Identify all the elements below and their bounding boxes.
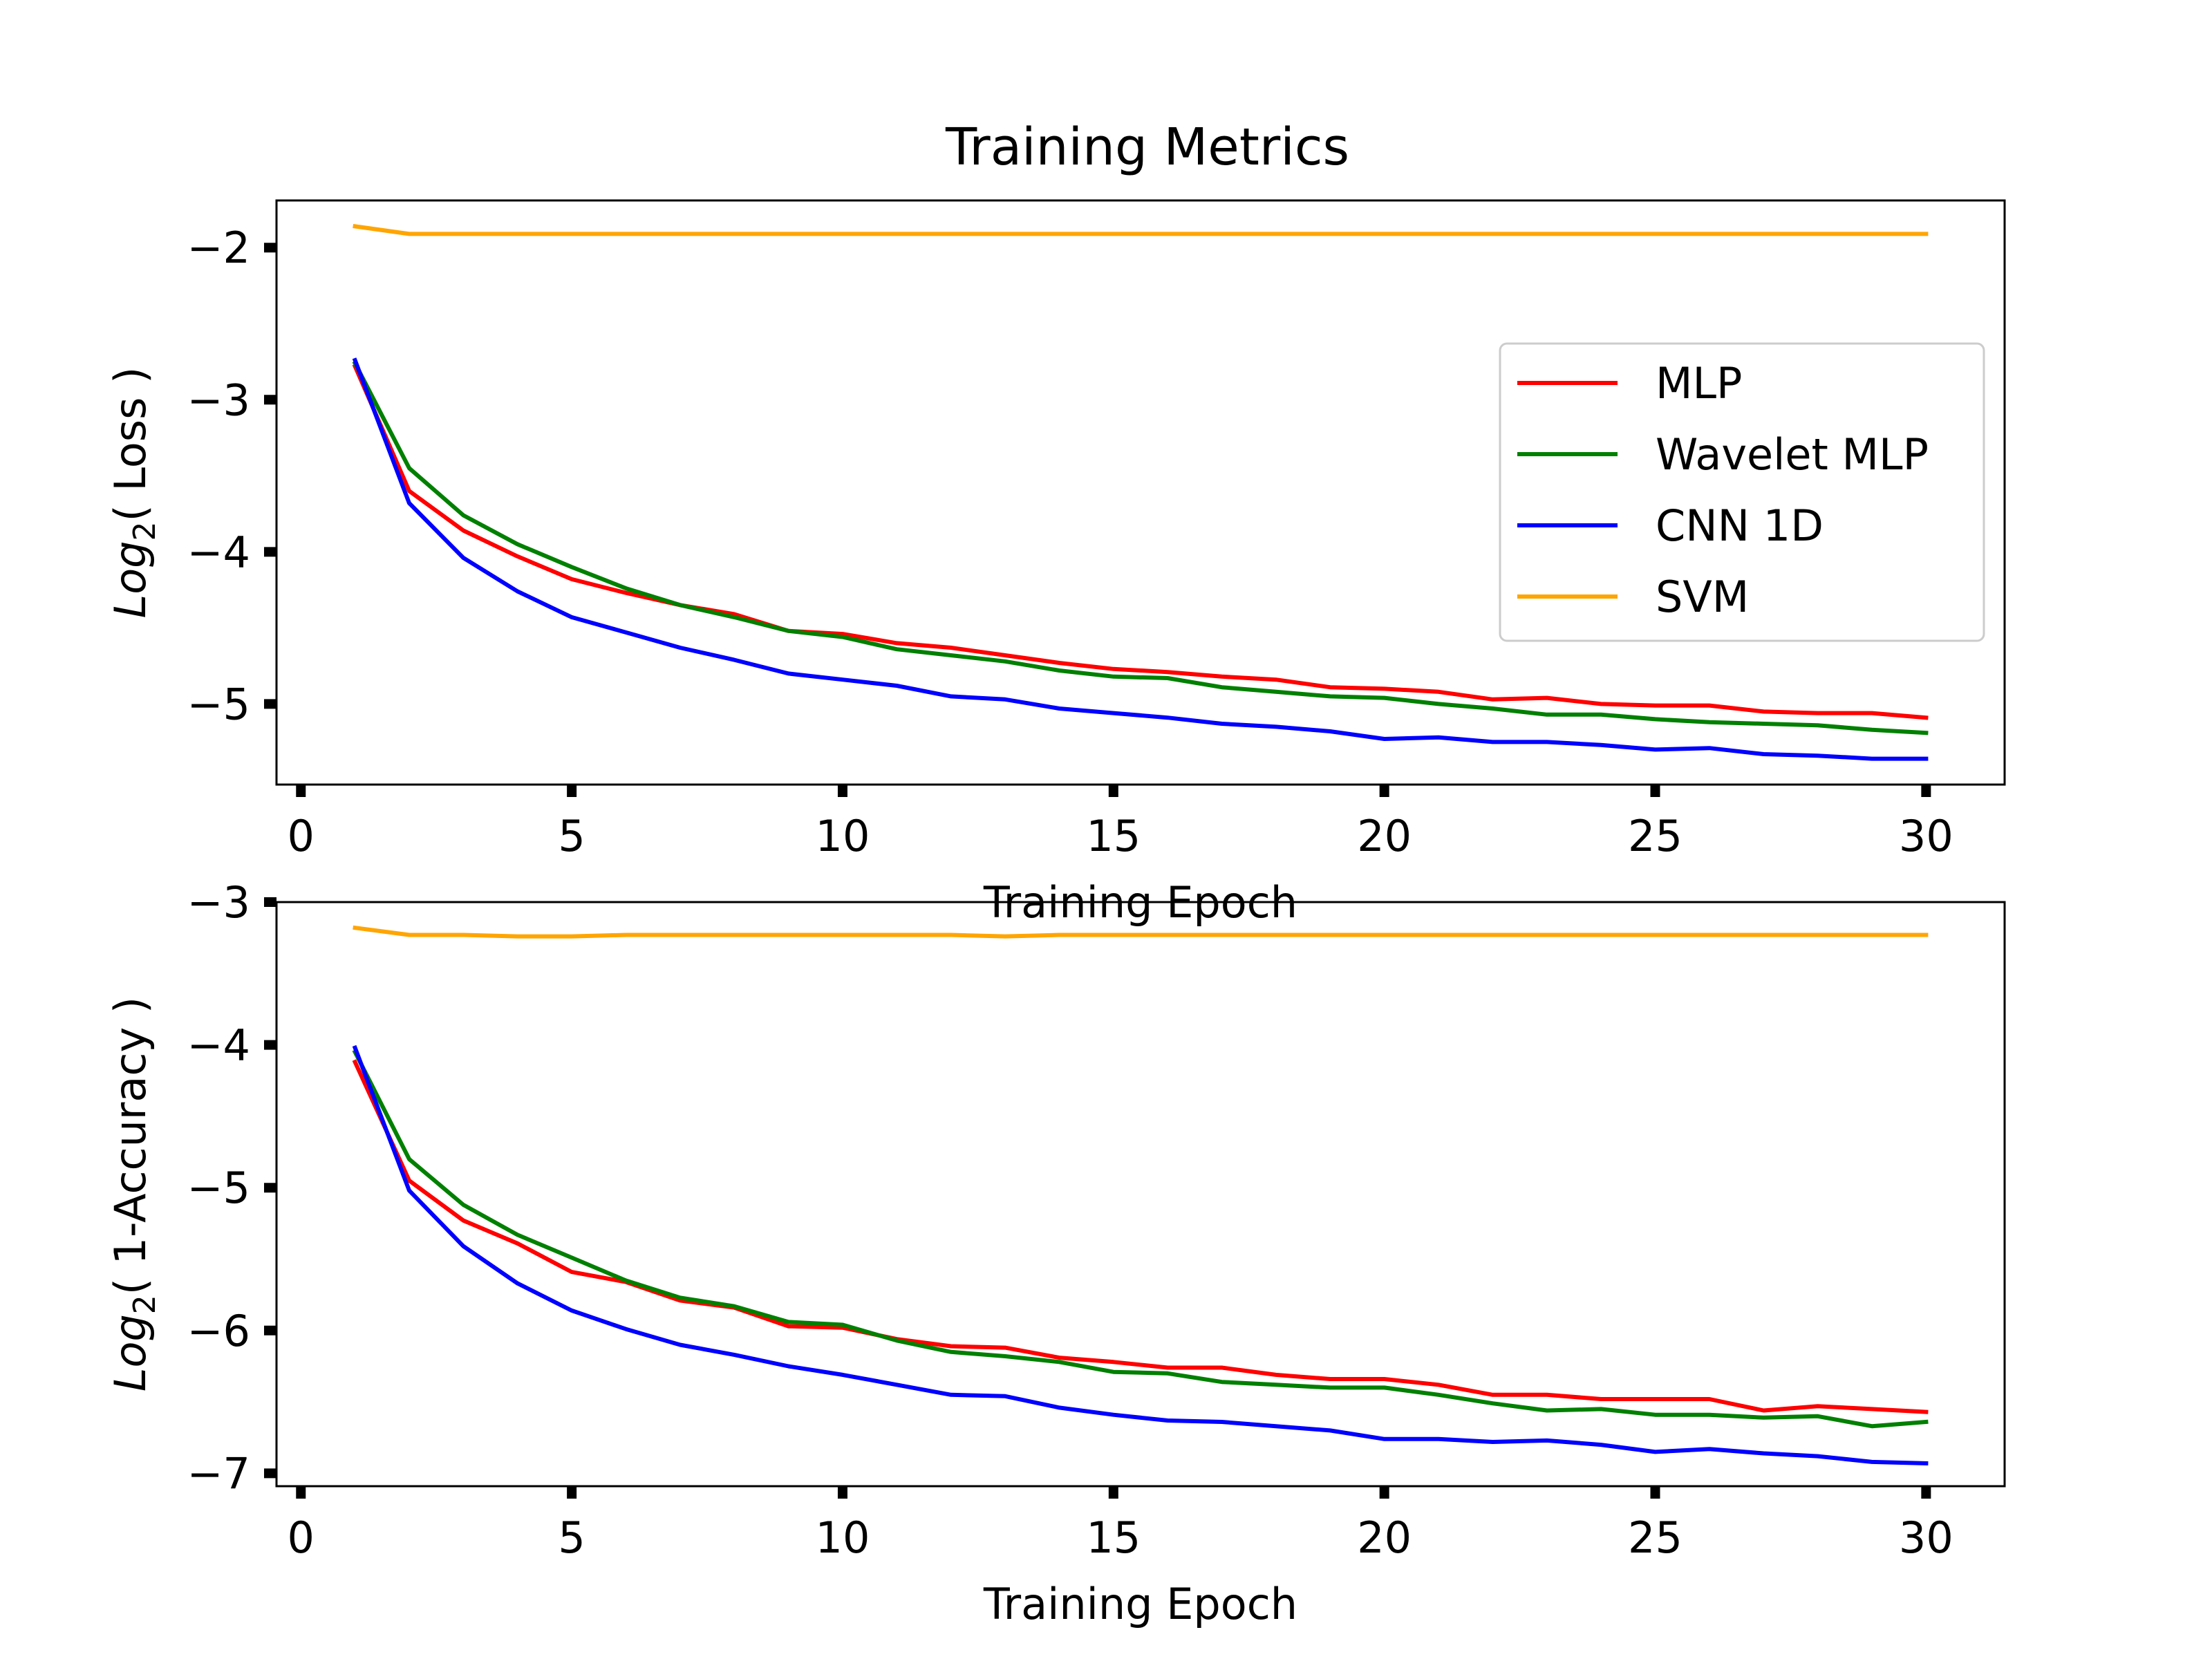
x-tick-label: 20 xyxy=(1357,1512,1412,1563)
y-tick-label: −2 xyxy=(187,223,250,273)
x-tick-label: 15 xyxy=(1086,1512,1141,1563)
chart-panel-2: 0 5 10 15 20 25 30 −7 −6 −5 −4 −3 Training Epoch Log2… xyxy=(105,877,2006,1629)
x-tick-label: 10 xyxy=(816,811,870,861)
x-tick-label: 5 xyxy=(558,811,585,861)
x-tick-label: 0 xyxy=(288,811,315,861)
y-axis-label-rest: ( Loss ) xyxy=(105,367,156,522)
legend: MLP Wavelet MLP CNN 1D SVM xyxy=(1499,342,1985,642)
x-tick-label: 15 xyxy=(1086,811,1141,861)
series-line-svm xyxy=(353,925,1929,939)
series-line-wavelet-mlp xyxy=(352,1049,1929,1429)
x-tick-label: 30 xyxy=(1899,811,1953,861)
x-tick-label: 25 xyxy=(1628,1512,1683,1563)
series-line-mlp xyxy=(352,1059,1929,1414)
axes-frame xyxy=(275,199,2006,786)
x-tick-label: 25 xyxy=(1628,811,1683,861)
y-axis-label-main: Log xyxy=(105,541,156,618)
y-tick-label: −5 xyxy=(187,1163,250,1213)
y-axis-label-main: Log xyxy=(105,1314,156,1391)
axes-frame xyxy=(275,901,2006,1488)
series-line-cnn-1d xyxy=(352,1044,1929,1465)
x-tick-label: 30 xyxy=(1899,1512,1953,1563)
y-axis-label-subscript: 2 xyxy=(127,521,162,541)
y-axis-label-subscript: 2 xyxy=(127,1295,162,1314)
y-axis-ticks: −5 −4 −3 −2 xyxy=(187,223,276,729)
y-tick-label: −5 xyxy=(187,679,250,729)
series-line-wavelet-mlp xyxy=(352,360,1929,735)
legend-label: Wavelet MLP xyxy=(1656,429,1929,480)
y-axis-ticks: −7 −6 −5 −4 −3 xyxy=(187,877,276,1499)
series-line-cnn-1d xyxy=(352,357,1929,761)
x-tick-label: 10 xyxy=(816,1512,870,1563)
x-axis-label: Training Epoch xyxy=(983,1579,1297,1629)
legend-label: SVM xyxy=(1656,572,1749,622)
y-tick-label: −4 xyxy=(187,527,250,577)
y-tick-label: −4 xyxy=(187,1020,250,1071)
y-tick-label: −3 xyxy=(187,877,250,928)
y-axis-label: Log2( 1-Accuracy ) xyxy=(105,997,162,1391)
series-line-mlp xyxy=(352,363,1929,720)
x-axis-ticks: 0 5 10 15 20 25 30 xyxy=(288,1486,1953,1563)
legend-label: CNN 1D xyxy=(1656,500,1824,551)
series-lines xyxy=(352,224,1929,761)
x-axis-ticks: 0 5 10 15 20 25 30 xyxy=(288,785,1953,861)
y-tick-label: −3 xyxy=(187,375,250,425)
x-tick-label: 20 xyxy=(1357,811,1412,861)
x-tick-label: 0 xyxy=(288,1512,315,1563)
y-tick-label: −6 xyxy=(187,1306,250,1356)
x-tick-label: 5 xyxy=(558,1512,585,1563)
y-axis-label: Log2( Loss ) xyxy=(105,367,162,619)
figure-title: Training Metrics xyxy=(945,118,1349,177)
series-lines xyxy=(352,925,1929,1465)
y-tick-label: −7 xyxy=(187,1448,250,1499)
y-axis-label-rest: ( 1-Accuracy ) xyxy=(105,997,156,1295)
legend-label: MLP xyxy=(1656,358,1742,409)
series-line-svm xyxy=(353,224,1929,236)
legend-box xyxy=(1499,342,1985,642)
